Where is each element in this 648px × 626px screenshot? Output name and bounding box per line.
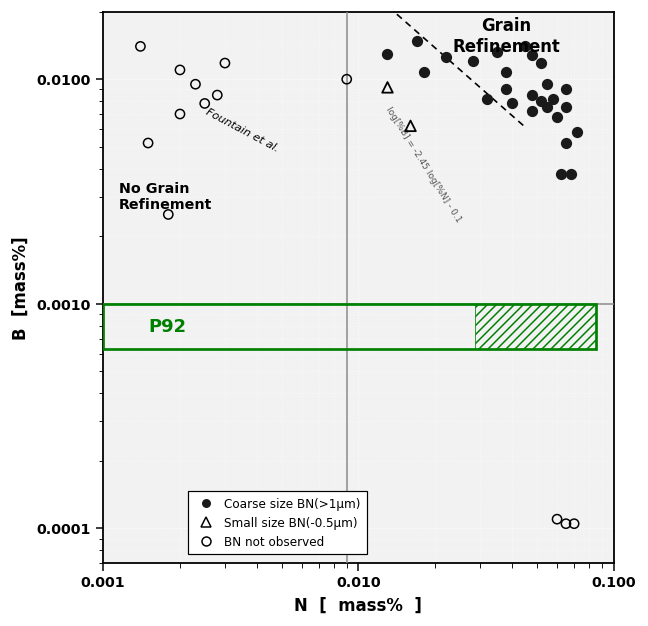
Point [561,519,571,529]
Point [561,103,571,113]
Point [482,94,492,104]
Point [527,51,537,61]
Point [548,94,559,104]
Point [552,112,562,122]
Point [502,67,512,77]
Point [143,138,154,148]
Point [542,103,553,113]
Text: P92: P92 [148,318,186,336]
Point [569,519,579,529]
Legend: Coarse size BN(>1μm), Small size BN(-0.5μm), BN not observed: Coarse size BN(>1μm), Small size BN(-0.5… [189,491,367,555]
Point [382,83,393,93]
Point [492,48,502,58]
Point [341,74,352,85]
Point [561,138,571,148]
Point [163,210,174,220]
Point [412,36,422,46]
Point [542,80,553,90]
Point [441,53,451,63]
Point [552,514,562,524]
Point [527,90,537,100]
Text: Grain
Refinement: Grain Refinement [452,18,561,56]
Point [406,121,416,131]
Point [467,57,478,67]
Point [502,85,512,95]
Bar [103,304,596,349]
Point [572,128,583,138]
Text: Fountain et al.: Fountain et al. [203,107,280,154]
Point [175,65,185,75]
Text: No Grain
Refinement: No Grain Refinement [119,182,212,212]
Point [555,169,566,179]
Text: log[%B] = -2.45 log[%N] - 0.1: log[%B] = -2.45 log[%N] - 0.1 [384,105,463,223]
Point [536,58,546,68]
Point [507,99,517,109]
Y-axis label: B  [mass%]: B [mass%] [12,236,30,339]
Point [561,85,571,95]
Point [520,42,530,52]
Point [382,49,393,59]
Point [200,99,210,109]
Point [419,67,429,77]
Point [212,90,222,100]
Point [536,96,546,106]
Point [135,42,146,52]
Point [175,110,185,120]
Point [527,106,537,116]
Bar [474,304,596,349]
Point [220,58,230,68]
Point [191,80,201,90]
X-axis label: N  [  mass%  ]: N [ mass% ] [294,596,422,614]
Point [566,169,576,179]
